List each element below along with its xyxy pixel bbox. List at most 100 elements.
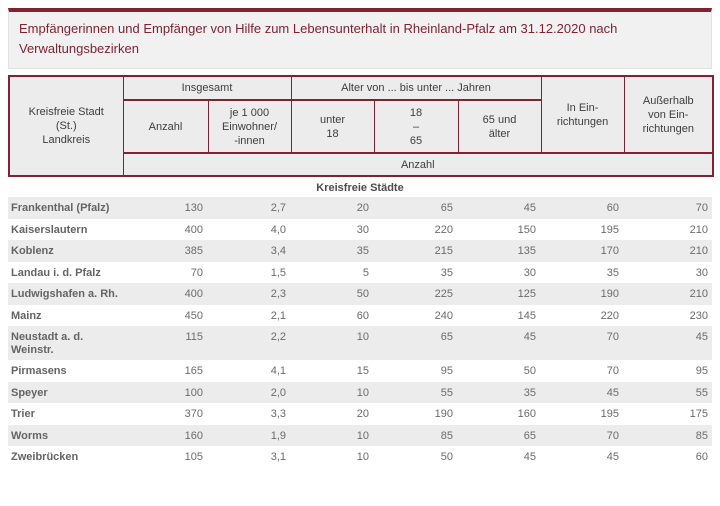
value-cell: 105 [184, 451, 203, 463]
column-header-stub: Kreisfreie Stadt (St.) Landkreis [8, 75, 124, 177]
value-cell: 30 [356, 223, 369, 236]
value-cell: 50 [523, 365, 536, 377]
row-label: Kaiserslautern [11, 223, 88, 236]
value-cell: 50 [440, 451, 453, 463]
value-cell: 370 [184, 408, 203, 420]
table-row: Zweibrücken 105 3,1 10 50 45 45 60 [8, 446, 712, 468]
value-cell: 50 [356, 288, 369, 300]
value-cell: 230 [689, 309, 708, 322]
value-cell: 130 [184, 202, 203, 214]
value-cell: 175 [689, 408, 708, 420]
value-cell: 385 [184, 245, 203, 257]
value-cell: 145 [517, 309, 536, 322]
value-cell: 170 [600, 245, 619, 257]
column-header-outside-facilities: Außerhalb von Ein- richtungen [623, 75, 714, 154]
value-cell: 220 [434, 223, 453, 236]
value-cell: 115 [185, 331, 203, 343]
value-cell: 15 [356, 365, 369, 377]
table-row: Trier 370 3,3 20 190 160 195 175 [8, 403, 712, 425]
data-table: Frankenthal (Pfalz) 130 2,7 20 65 45 60 … [8, 197, 712, 468]
unit-row-anzahl: Anzahl [122, 152, 714, 177]
value-cell: 1,9 [270, 429, 286, 442]
value-cell: 45 [523, 202, 536, 214]
value-cell: 160 [517, 408, 536, 420]
column-group-total: Insgesamt [122, 75, 292, 101]
page-title: Empfängerinnen und Empfänger von Hilfe z… [8, 8, 712, 69]
row-label: Mainz [11, 309, 42, 322]
value-cell: 45 [606, 451, 619, 463]
value-cell: 10 [356, 386, 369, 399]
value-cell: 3,3 [270, 408, 286, 420]
row-label: Neustadt a. d. Weinstr. [11, 331, 84, 356]
value-cell: 55 [440, 386, 453, 399]
column-header-65-plus: 65 und älter [457, 99, 542, 154]
table-header: Kreisfreie Stadt (St.) Landkreis Insgesa… [8, 75, 715, 177]
column-group-age: Alter von ... bis unter ... Jahren [290, 75, 542, 101]
value-cell: 100 [184, 386, 203, 399]
value-cell: 55 [695, 386, 708, 399]
value-cell: 85 [440, 429, 453, 442]
row-label: Ludwigshafen a. Rh. [11, 288, 118, 300]
value-cell: 2,7 [270, 202, 286, 214]
value-cell: 10 [356, 331, 369, 343]
value-cell: 20 [356, 202, 369, 214]
value-cell: 70 [606, 429, 619, 442]
value-cell: 125 [517, 288, 536, 300]
value-cell: 35 [523, 386, 536, 399]
value-cell: 400 [184, 223, 203, 236]
section-header: Kreisfreie Städte [316, 182, 404, 194]
value-cell: 5 [362, 266, 369, 279]
table-row: Worms 160 1,9 10 85 65 70 85 [8, 424, 712, 446]
value-cell: 2,2 [270, 331, 286, 343]
value-cell: 60 [695, 451, 708, 463]
value-cell: 95 [695, 365, 708, 377]
column-header-in-facilities: In Ein- richtungen [540, 75, 625, 154]
value-cell: 240 [434, 309, 453, 322]
value-cell: 70 [695, 202, 708, 214]
value-cell: 60 [606, 202, 619, 214]
row-label: Koblenz [11, 245, 54, 257]
value-cell: 35 [356, 245, 369, 257]
value-cell: 220 [600, 309, 619, 322]
value-cell: 150 [517, 223, 536, 236]
value-cell: 210 [689, 288, 708, 300]
value-cell: 85 [695, 429, 708, 442]
value-cell: 60 [356, 309, 369, 322]
value-cell: 70 [606, 331, 619, 343]
value-cell: 30 [523, 266, 536, 279]
value-cell: 210 [689, 223, 708, 236]
table-row: Koblenz 385 3,4 35 215 135 170 210 [8, 240, 712, 262]
row-label: Worms [11, 429, 49, 442]
value-cell: 45 [523, 451, 536, 463]
value-cell: 10 [356, 429, 369, 442]
value-cell: 215 [434, 245, 453, 257]
value-cell: 210 [689, 245, 708, 257]
value-cell: 4,0 [270, 223, 286, 236]
value-cell: 195 [600, 408, 619, 420]
value-cell: 95 [440, 365, 453, 377]
table-row: Neustadt a. d. Weinstr. 115 2,2 10 65 45… [8, 326, 712, 360]
column-header-18-65: 18 – 65 [373, 99, 459, 154]
row-label: Zweibrücken [11, 451, 79, 463]
value-cell: 190 [600, 288, 619, 300]
value-cell: 10 [356, 451, 369, 463]
value-cell: 45 [695, 331, 708, 343]
value-cell: 45 [523, 331, 536, 343]
row-label: Trier [11, 408, 35, 420]
column-header-per-1000: je 1 000 Einwohner/ -innen [207, 99, 292, 154]
row-label: Pirmasens [11, 365, 67, 377]
value-cell: 45 [606, 386, 619, 399]
value-cell: 30 [695, 266, 708, 279]
value-cell: 225 [434, 288, 453, 300]
table-row: Frankenthal (Pfalz) 130 2,7 20 65 45 60 … [8, 197, 712, 219]
value-cell: 65 [440, 202, 453, 214]
page: Empfängerinnen und Empfänger von Hilfe z… [8, 8, 715, 468]
value-cell: 65 [440, 331, 453, 343]
table-row: Landau i. d. Pfalz 70 1,5 5 35 30 35 30 [8, 262, 712, 284]
value-cell: 2,0 [270, 386, 286, 399]
value-cell: 450 [184, 309, 203, 322]
value-cell: 2,1 [270, 309, 286, 322]
value-cell: 20 [356, 408, 369, 420]
value-cell: 65 [523, 429, 536, 442]
value-cell: 3,4 [270, 245, 286, 257]
